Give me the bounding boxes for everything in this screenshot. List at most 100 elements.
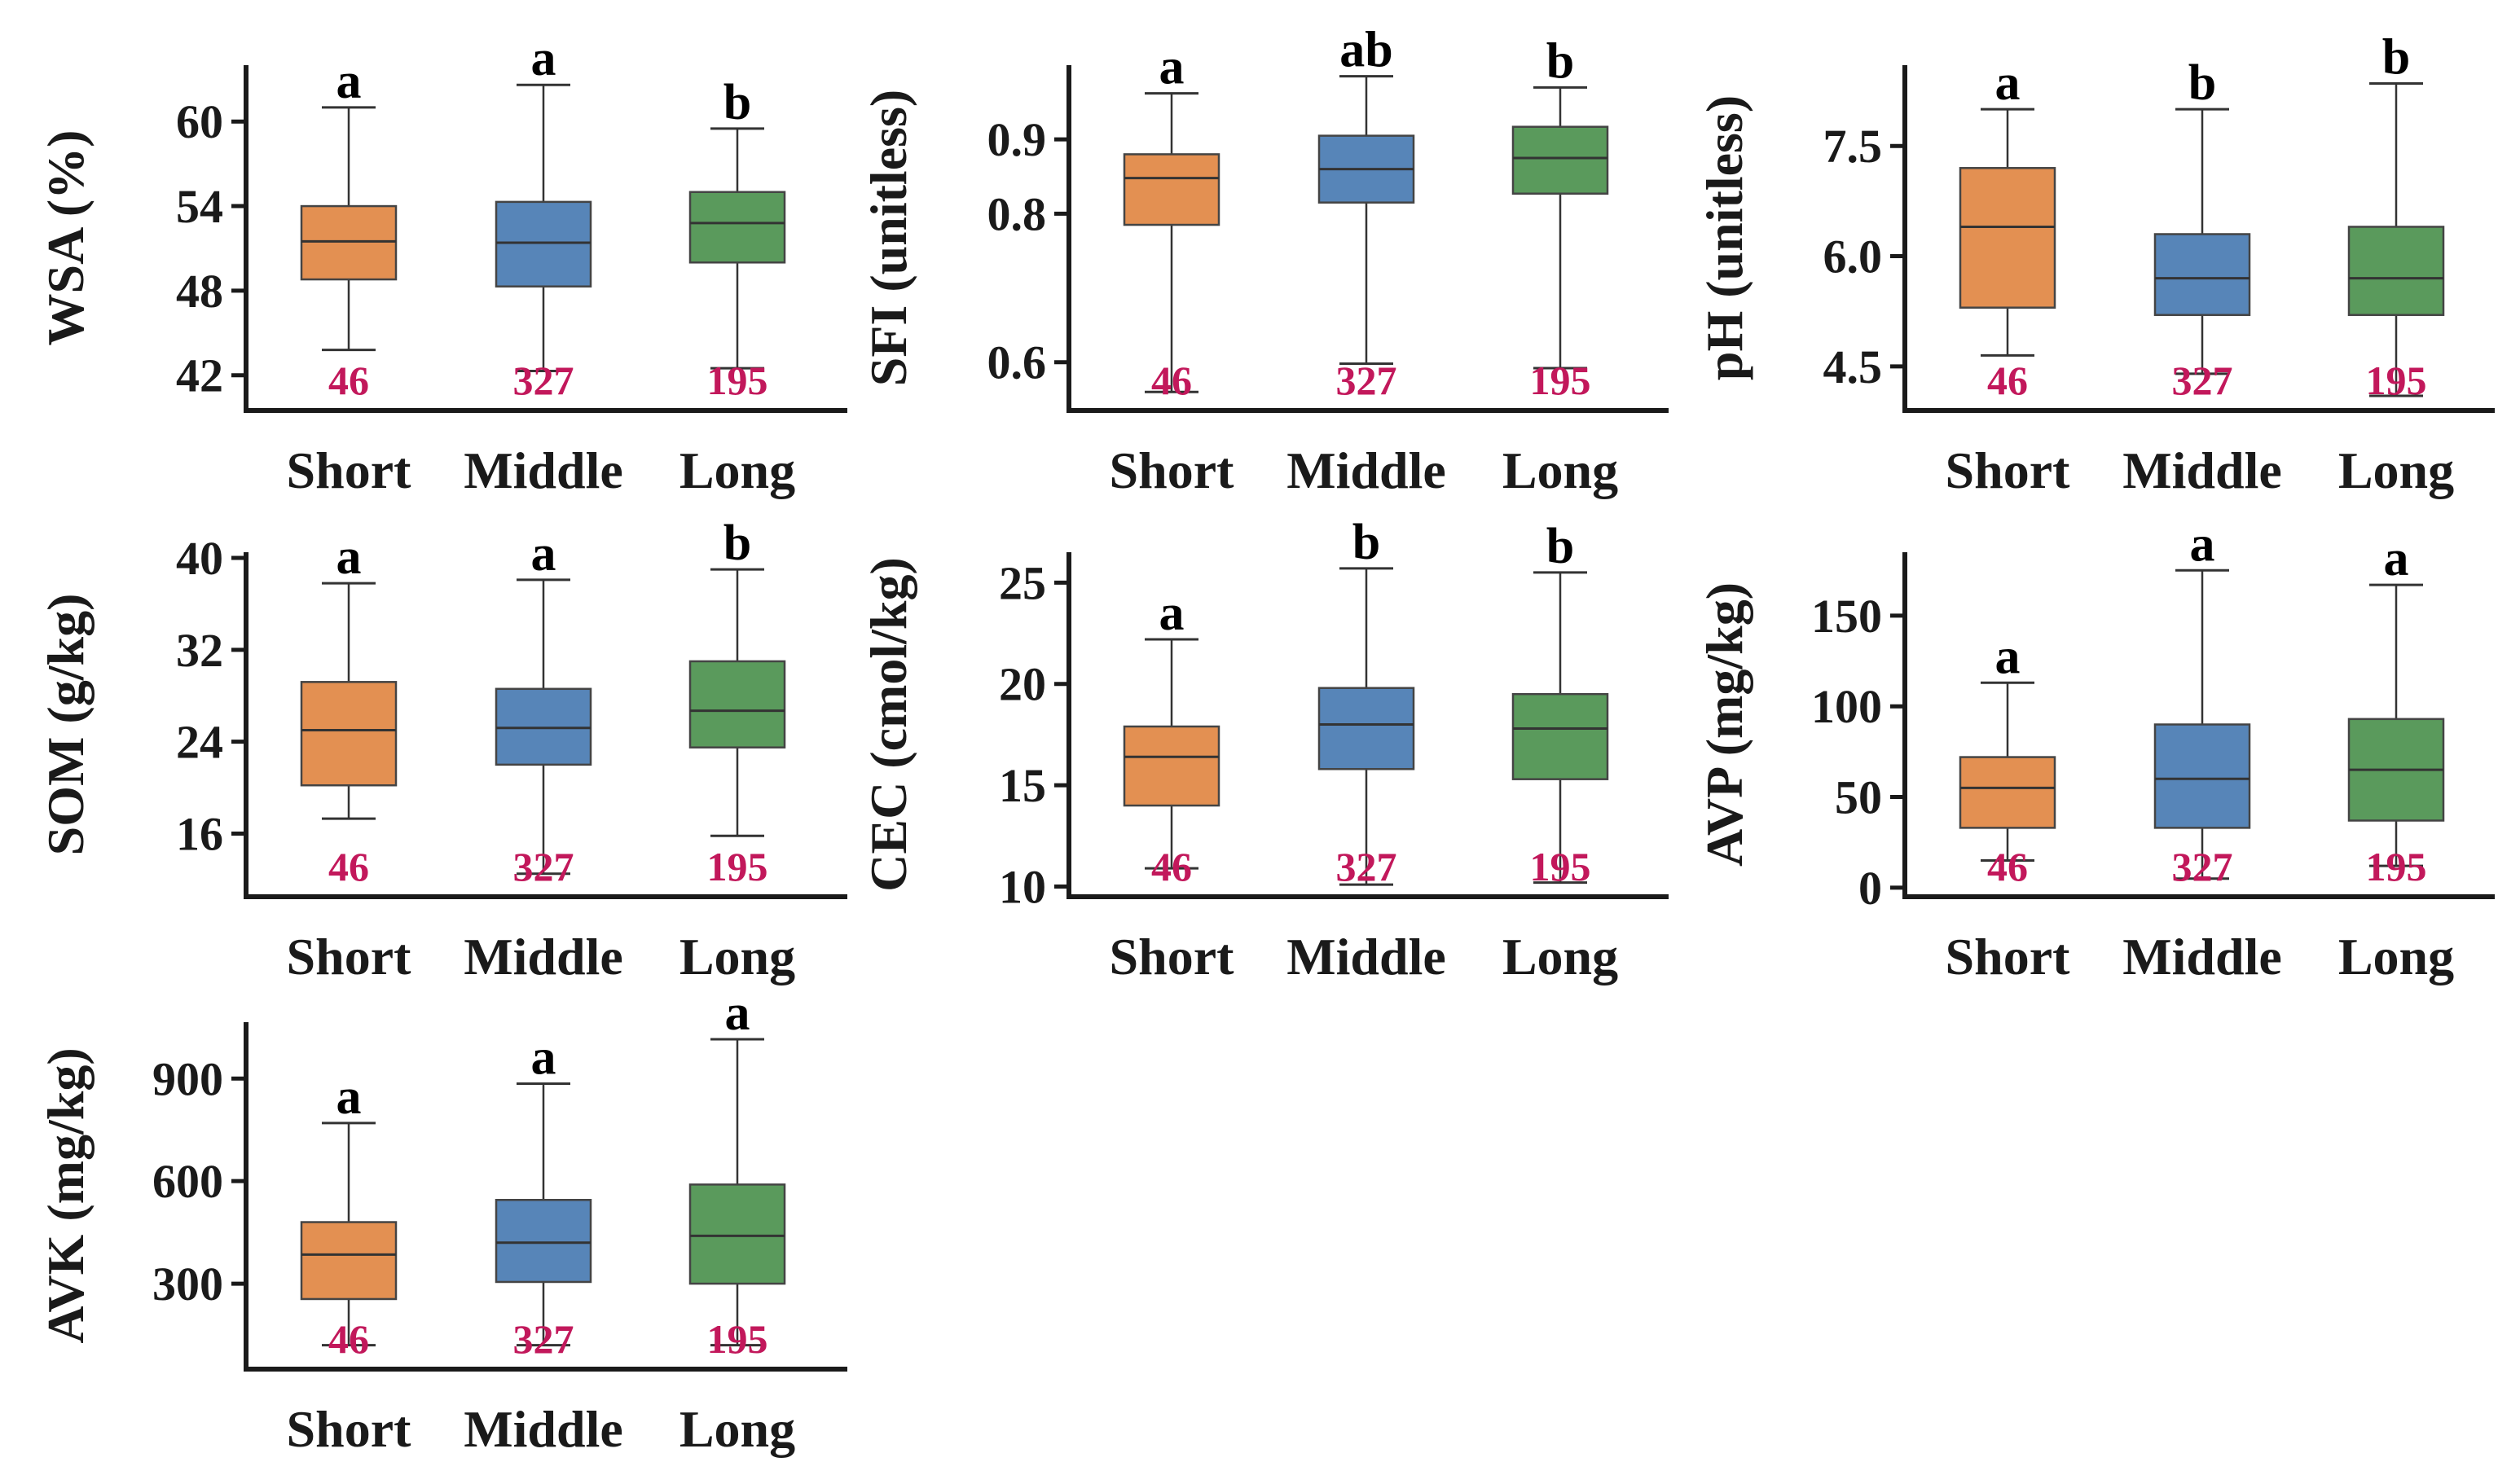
box-long: b 195 <box>2347 30 2445 403</box>
iqr-box <box>2153 233 2251 316</box>
panel-ph: 4.5 6.0 7.5 pH (unitless) Short Middle Long a 46… <box>1695 30 2495 499</box>
sample-count: 327 <box>513 844 574 889</box>
significance-letter: a <box>336 1069 362 1125</box>
box-middle: a 327 <box>2153 516 2251 889</box>
box-middle: a 327 <box>495 31 592 403</box>
iqr-box <box>688 1183 786 1285</box>
sample-count: 46 <box>1987 358 2028 403</box>
box-short: a 46 <box>1959 55 2056 403</box>
x-tick-label-short: Short <box>287 928 412 986</box>
significance-letter: a <box>1995 55 2021 111</box>
x-tick-label-long: Long <box>679 928 795 986</box>
y-axis-label: pH (unitless) <box>1695 95 1753 380</box>
box-middle: b 327 <box>1317 515 1415 889</box>
panel-avp: 0 50 100 150 AVP (mg/kg) Short Middle Long a 46 a 3… <box>1695 516 2495 986</box>
sample-count: 195 <box>707 358 768 403</box>
panel-avk: 300 600 900 AVK (mg/kg) Short Middle Long a 46 a 3… <box>37 986 847 1458</box>
iqr-box <box>2347 226 2445 316</box>
x-tick-label-middle: Middle <box>464 928 623 986</box>
x-tick-label-long: Long <box>1502 441 1618 499</box>
y-tick-label: 7.5 <box>1823 120 1883 173</box>
x-tick-label-middle: Middle <box>464 1400 623 1458</box>
iqr-box <box>1123 725 1220 807</box>
panel-som: 16 24 32 40 SOM (g/kg) Short Middle Long a 46 a 327… <box>37 516 847 986</box>
iqr-box <box>2153 723 2251 829</box>
x-tick-label-long: Long <box>679 441 795 499</box>
panel-wsa: 42 48 54 60 WSA (%) Short Middle Long a 46 a 327 b 19… <box>37 31 847 499</box>
iqr-box <box>1511 692 1609 780</box>
significance-letter: a <box>531 31 556 86</box>
sample-count: 195 <box>2366 844 2427 889</box>
x-tick-label-middle: Middle <box>464 441 623 499</box>
y-tick-label: 0 <box>1858 862 1882 915</box>
sample-count: 327 <box>2172 358 2233 403</box>
significance-letter: a <box>2384 531 2409 586</box>
significance-letter: a <box>531 526 556 582</box>
iqr-box <box>1959 167 2056 309</box>
y-axis-label: CEC (cmol/kg) <box>860 557 917 892</box>
significance-letter: a <box>531 1030 556 1086</box>
x-tick-label-middle: Middle <box>2122 928 2282 986</box>
y-tick-label: 60 <box>176 95 223 148</box>
y-tick-label: 0.9 <box>987 113 1047 166</box>
box-long: b 195 <box>1511 33 1609 403</box>
significance-letter: b <box>1546 519 1574 574</box>
box-short: a 46 <box>300 54 398 403</box>
sample-count: 46 <box>328 844 369 889</box>
sample-count: 327 <box>513 1316 574 1362</box>
y-tick-label: 100 <box>1811 680 1882 733</box>
x-tick-label-short: Short <box>287 441 412 499</box>
significance-letter: a <box>336 54 362 109</box>
sample-count: 195 <box>2366 358 2427 403</box>
significance-letter: b <box>1352 515 1380 570</box>
box-short: a 46 <box>300 529 398 889</box>
y-tick-label: 900 <box>152 1052 223 1105</box>
significance-letter: a <box>725 986 750 1041</box>
y-tick-label: 4.5 <box>1823 340 1883 393</box>
box-long: b 195 <box>1511 519 1609 889</box>
iqr-box <box>495 1198 592 1284</box>
box-short: a 46 <box>1123 40 1220 403</box>
significance-letter: a <box>336 529 362 585</box>
y-tick-label: 42 <box>176 349 223 402</box>
panel-sfi: 0.6 0.8 0.9 SFI (unitless) Short Middle Long a 4… <box>860 23 1669 499</box>
sample-count: 327 <box>513 358 574 403</box>
x-tick-label-short: Short <box>287 1400 412 1458</box>
box-short: a 46 <box>1123 586 1220 889</box>
sample-count: 195 <box>707 1316 768 1362</box>
sample-count: 46 <box>1987 844 2028 889</box>
iqr-box <box>1959 756 2056 829</box>
iqr-box <box>1123 153 1220 226</box>
significance-letter: a <box>2190 516 2215 572</box>
y-tick-label: 54 <box>176 180 223 233</box>
iqr-box <box>688 191 786 264</box>
y-tick-label: 40 <box>176 532 223 585</box>
box-long: a 195 <box>2347 531 2445 889</box>
iqr-box <box>1511 125 1609 195</box>
x-tick-label-long: Long <box>679 1400 795 1458</box>
box-long: a 195 <box>688 986 786 1362</box>
iqr-box <box>495 200 592 288</box>
sample-count: 327 <box>1336 844 1397 889</box>
x-tick-label-short: Short <box>1110 928 1235 986</box>
x-tick-label-long: Long <box>2338 441 2454 499</box>
box-long: b 195 <box>688 516 786 889</box>
significance-letter: b <box>723 75 751 130</box>
y-tick-label: 15 <box>999 759 1046 812</box>
sample-count: 195 <box>1530 844 1591 889</box>
sample-count: 46 <box>328 358 369 403</box>
y-tick-label: 20 <box>999 658 1046 711</box>
panel-cec: 10 15 20 25 CEC (cmol/kg) Short Middle Long a 46 b… <box>860 515 1669 986</box>
box-middle: ab 327 <box>1317 23 1415 403</box>
y-tick-label: 32 <box>176 624 223 677</box>
box-middle: a 327 <box>495 526 592 889</box>
sample-count: 46 <box>1151 844 1192 889</box>
y-tick-label: 25 <box>999 556 1046 609</box>
y-tick-label: 0.6 <box>987 336 1047 389</box>
sample-count: 46 <box>328 1316 369 1362</box>
box-long: b 195 <box>688 75 786 403</box>
iqr-box <box>1317 687 1415 770</box>
x-tick-label-short: Short <box>1946 928 2071 986</box>
iqr-box <box>300 204 398 281</box>
